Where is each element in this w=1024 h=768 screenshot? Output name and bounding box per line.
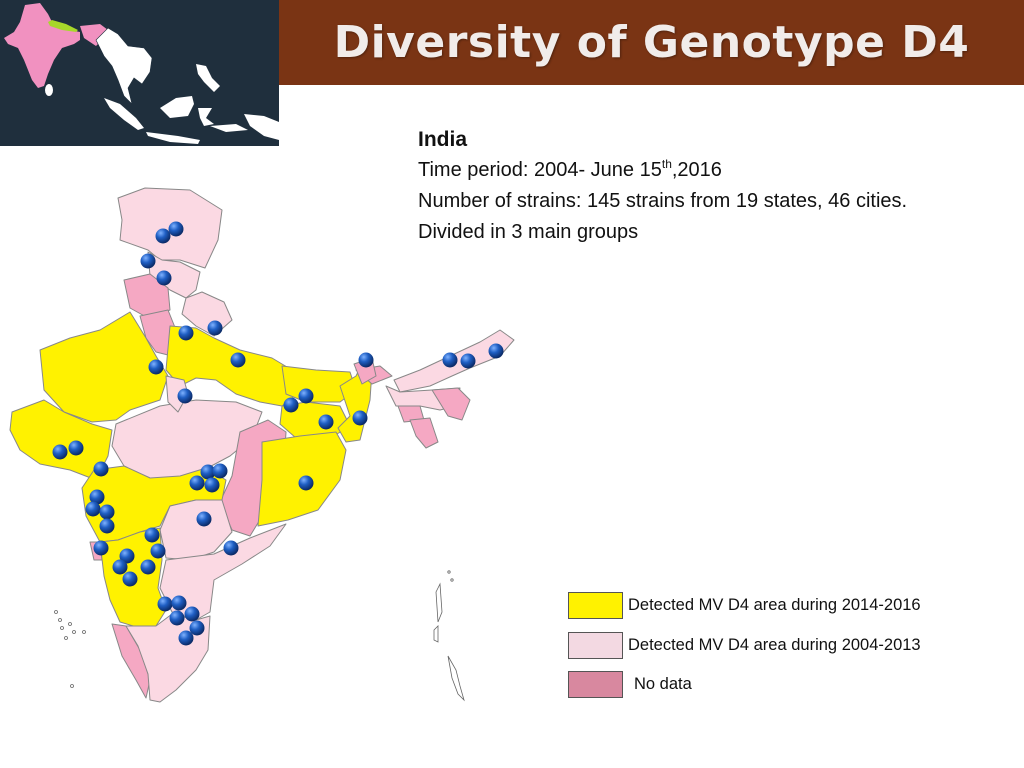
time-period-superscript: th	[661, 157, 672, 171]
time-period-text: Time period: 2004- June 15th,2016	[418, 155, 907, 186]
strain-marker[interactable]	[122, 571, 138, 587]
strain-marker[interactable]	[488, 343, 504, 359]
strain-marker[interactable]	[144, 527, 160, 543]
strain-marker[interactable]	[93, 461, 109, 477]
strain-marker[interactable]	[171, 595, 187, 611]
strain-marker[interactable]	[283, 397, 299, 413]
strain-marker[interactable]	[99, 518, 115, 534]
strain-marker[interactable]	[196, 511, 212, 527]
strain-marker[interactable]	[155, 228, 171, 244]
strain-marker[interactable]	[207, 320, 223, 336]
legend-label: No data	[634, 675, 692, 693]
time-period-prefix: Time period: 2004- June 15	[418, 159, 662, 181]
strain-marker[interactable]	[189, 475, 205, 491]
nepal-region	[48, 20, 78, 32]
strain-marker[interactable]	[156, 270, 172, 286]
asia-locator-map-graphic	[4, 3, 279, 144]
legend-swatch-dark-pink	[568, 671, 623, 698]
strain-marker[interactable]	[318, 414, 334, 430]
state-manipur-area	[431, 387, 471, 421]
state-mizoram-area	[409, 417, 439, 449]
legend-item-2004-2013: Detected MV D4 area during 2004-2013	[568, 632, 921, 659]
strain-marker[interactable]	[177, 388, 193, 404]
strain-marker[interactable]	[212, 463, 228, 479]
strain-count-text: Number of strains: 145 strains from 19 s…	[418, 190, 908, 212]
strain-marker[interactable]	[298, 475, 314, 491]
philippines	[196, 64, 220, 92]
legend-item-2014-2016: Detected MV D4 area during 2014-2016	[568, 592, 921, 619]
country-heading: India	[418, 128, 468, 151]
strain-marker[interactable]	[112, 559, 128, 575]
inset-region-map	[0, 0, 279, 146]
legend-item-no-data: No data	[568, 671, 692, 698]
strain-marker[interactable]	[178, 325, 194, 341]
strain-marker[interactable]	[52, 444, 68, 460]
state-punjab	[123, 273, 171, 319]
page-title: Diversity of Genotype D4	[333, 17, 970, 68]
lesser-sunda-islands	[210, 124, 248, 132]
strain-marker[interactable]	[442, 352, 458, 368]
legend-label: Detected MV D4 area during 2004-2013	[628, 636, 921, 654]
strain-markers	[52, 221, 504, 646]
new-guinea	[244, 114, 279, 140]
strain-marker[interactable]	[189, 620, 205, 636]
india-map-graphic	[9, 187, 515, 703]
legend-label: Detected MV D4 area during 2014-2016	[628, 596, 921, 614]
sumatra	[104, 98, 144, 130]
southeast-asia-mainland	[95, 27, 153, 105]
strain-marker[interactable]	[204, 477, 220, 493]
strain-marker[interactable]	[168, 221, 184, 237]
strain-marker[interactable]	[200, 464, 216, 480]
legend-swatch-light-pink	[568, 632, 623, 659]
java	[146, 132, 200, 144]
andaman-nicobar-islands	[433, 570, 465, 702]
strain-marker[interactable]	[85, 501, 101, 517]
sri-lanka	[45, 84, 53, 96]
strain-marker[interactable]	[184, 606, 200, 622]
borneo	[160, 96, 194, 118]
strain-marker[interactable]	[140, 253, 156, 269]
title-bar: Diversity of Genotype D4	[279, 0, 1024, 85]
strain-marker[interactable]	[150, 543, 166, 559]
strain-marker[interactable]	[358, 352, 374, 368]
strain-marker[interactable]	[119, 548, 135, 564]
strain-marker[interactable]	[460, 353, 476, 369]
strain-marker[interactable]	[223, 540, 239, 556]
strain-marker[interactable]	[298, 388, 314, 404]
strain-marker[interactable]	[89, 489, 105, 505]
groups-text: Divided in 3 main groups	[418, 221, 639, 243]
india-map	[0, 180, 540, 740]
strain-marker[interactable]	[230, 352, 246, 368]
india-region	[4, 3, 80, 88]
sulawesi	[198, 108, 214, 126]
lakshadweep-islands	[54, 610, 86, 688]
state-telangana	[159, 499, 233, 561]
strain-marker[interactable]	[157, 596, 173, 612]
strain-marker[interactable]	[99, 504, 115, 520]
time-period-suffix: ,2016	[671, 159, 722, 181]
legend-swatch-yellow	[568, 592, 623, 619]
strain-marker[interactable]	[352, 410, 368, 426]
strain-marker[interactable]	[169, 610, 185, 626]
strain-marker[interactable]	[68, 440, 84, 456]
strain-marker[interactable]	[140, 559, 156, 575]
strain-marker[interactable]	[93, 540, 109, 556]
strain-marker[interactable]	[178, 630, 194, 646]
strain-marker[interactable]	[148, 359, 164, 375]
info-block: India Time period: 2004- June 15th,2016 …	[418, 124, 907, 248]
